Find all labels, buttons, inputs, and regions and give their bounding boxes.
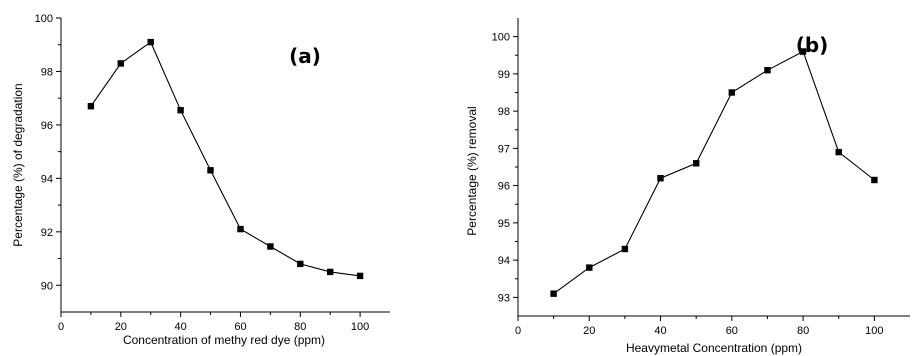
panel-a-x-tick-label: 20 <box>115 321 127 333</box>
panel-a-data-point <box>87 103 95 110</box>
panel-b-y-tick-label: 97 <box>498 143 510 155</box>
panel-b-x-tick-label: 0 <box>515 325 521 337</box>
panel-b-y-tick-label: 93 <box>498 292 510 304</box>
panel-a-y-tick-label: 96 <box>41 120 53 132</box>
panel-a-data-point <box>147 38 154 46</box>
panel-b: 0 20 40 60 80 100 93 94 95 96 97 98 99 100 Heavymetal … <box>465 18 910 355</box>
panel-a-data-point <box>267 243 274 250</box>
panel-b-y-tick-label: 100 <box>492 32 510 44</box>
panel-b-data-point <box>764 67 771 74</box>
panel-a-data-point <box>327 268 334 276</box>
panel-a-y-tick-label: 92 <box>41 227 53 239</box>
panel-b-x-axis-title: Heavymetal Concentration (ppm) <box>626 341 802 355</box>
panel-a-data-point <box>117 60 124 67</box>
panel-b-data-point <box>799 48 807 55</box>
panel-b-y-tick-label: 94 <box>498 255 510 267</box>
panel-a-series-line <box>90 41 361 277</box>
panel-b-x-tick-label: 40 <box>654 325 666 337</box>
panel-a-data-point <box>207 167 214 174</box>
panel-a-label: (a) <box>289 44 321 68</box>
panel-a-data-point <box>356 272 364 280</box>
panel-a-data-point <box>177 107 184 114</box>
panel-a-x-tick-label: 40 <box>175 321 187 333</box>
panel-a-y-tick-label: 90 <box>41 280 53 292</box>
panel-a-y-tick-label: 98 <box>41 66 53 78</box>
panel-b-data-point <box>621 245 629 253</box>
panel-b-x-tick-label: 80 <box>797 325 809 337</box>
panel-a-x-tick-label: 100 <box>351 321 369 333</box>
panel-b-y-axis-title: Percentage (%) removal <box>465 106 479 235</box>
panel-b-data-point <box>657 175 664 182</box>
panel-b-data-point <box>586 264 593 271</box>
panel-b-x-tick-label: 20 <box>583 325 595 337</box>
panel-a-x-tick-label: 80 <box>294 321 306 333</box>
panel-b-y-tick-label: 96 <box>498 181 510 193</box>
panel-b-data-point <box>550 290 557 297</box>
panel-b-data-point <box>728 89 735 96</box>
panel-a-y-axis-title: Percentage (%) of degradation <box>11 83 25 246</box>
panel-a-x-axis-title: Concentration of methy red dye (ppm) <box>123 333 325 347</box>
panel-b-series-line <box>553 50 875 295</box>
panel-b-x-tick-label: 100 <box>865 325 883 337</box>
panel-a-data-point <box>237 225 244 233</box>
panel-a-y-tick-label: 100 <box>35 13 53 25</box>
panel-b-data-point <box>693 160 700 167</box>
panel-b-data-point <box>871 176 878 184</box>
panel-b-data-point <box>835 148 842 156</box>
panel-a: 0 20 40 60 80 100 90 92 94 96 98 100 Concentration o… <box>11 13 390 347</box>
panel-b-y-tick-label: 95 <box>498 218 510 230</box>
panel-a-x-tick-label: 60 <box>234 321 246 333</box>
panel-a-y-tick-label: 94 <box>41 173 53 185</box>
panel-a-data-point <box>297 260 304 268</box>
panel-b-y-tick-label: 99 <box>498 69 510 81</box>
panel-a-x-tick-label: 0 <box>58 321 64 333</box>
panel-b-x-tick-label: 60 <box>726 325 738 337</box>
panel-b-y-tick-label: 98 <box>498 106 510 118</box>
